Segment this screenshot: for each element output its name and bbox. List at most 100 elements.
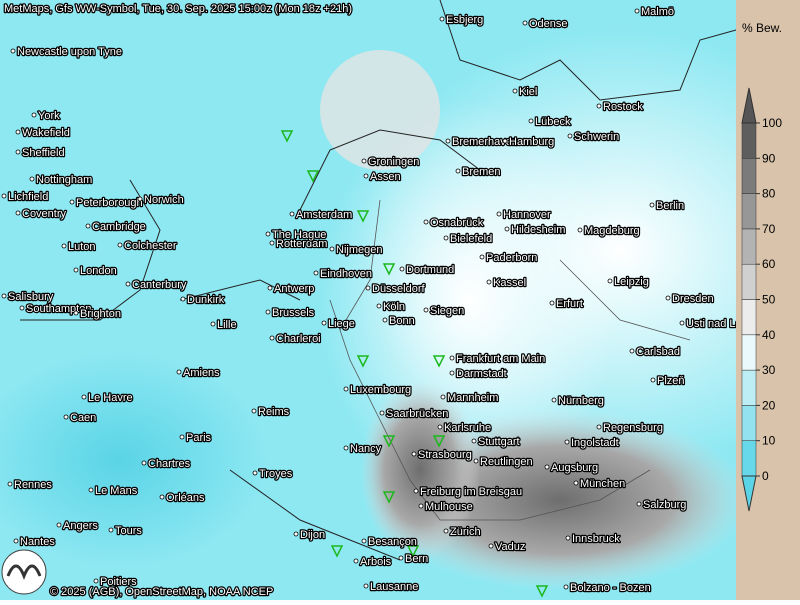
city-dot bbox=[1, 193, 7, 199]
city-dot bbox=[596, 424, 602, 430]
city-label: Mulhouse bbox=[425, 501, 473, 513]
city-dot bbox=[88, 487, 94, 493]
city-label: Vaduz bbox=[495, 541, 525, 553]
city-label: Lausanne bbox=[370, 581, 418, 593]
city-label: Frankfurt am Main bbox=[456, 353, 545, 365]
city-label: Nantes bbox=[20, 536, 55, 548]
city-dot bbox=[423, 219, 429, 225]
city-dot bbox=[176, 369, 182, 375]
city-label: Kiel bbox=[519, 86, 537, 98]
legend-tick-label: 70 bbox=[762, 222, 776, 236]
city-dot bbox=[411, 451, 417, 457]
city-label: Nürnberg bbox=[558, 395, 604, 407]
city-label: Rennes bbox=[14, 479, 52, 491]
city-label: Osnabrück bbox=[430, 217, 484, 229]
city-dot bbox=[125, 281, 131, 287]
city-dot bbox=[440, 394, 446, 400]
city-label: Chartres bbox=[148, 458, 191, 470]
city-dot bbox=[343, 445, 349, 451]
map-title: MetMaps, Gfs WW-Symbol, Tue, 30. Sep. 20… bbox=[4, 3, 352, 15]
city-label: Köln bbox=[383, 301, 405, 313]
city-dot bbox=[445, 138, 451, 144]
legend-tick-label: 10 bbox=[762, 434, 776, 448]
city-dot bbox=[269, 240, 275, 246]
copyright: © 2025 (AGB), OpenStreetMap, NOAA NCEP bbox=[50, 586, 273, 598]
city-label: Lübeck bbox=[535, 116, 571, 128]
colorbar-segment bbox=[741, 299, 757, 336]
colorbar-segment bbox=[741, 440, 757, 477]
city-dot bbox=[29, 176, 35, 182]
city-label: Le Mans bbox=[95, 485, 138, 497]
colorbar-segment bbox=[741, 228, 757, 265]
city-label: Augsburg bbox=[551, 462, 598, 474]
colorbar-segment bbox=[741, 193, 757, 230]
city-dot bbox=[528, 118, 534, 124]
city-label: Cambridge bbox=[92, 221, 146, 233]
legend-title: % Bew. bbox=[742, 21, 782, 35]
city-label: Lichfield bbox=[8, 191, 48, 203]
city-dot bbox=[496, 211, 502, 217]
city-dot bbox=[512, 88, 518, 94]
city-dot bbox=[13, 538, 19, 544]
city-dot bbox=[73, 267, 79, 273]
city-dot bbox=[365, 285, 371, 291]
city-label: Le Havre bbox=[88, 392, 133, 404]
city-dot bbox=[398, 555, 404, 561]
legend-tick-label: 100 bbox=[762, 116, 782, 130]
city-label: Bremen bbox=[462, 166, 501, 178]
city-label: Carlsbad bbox=[636, 346, 680, 358]
city-dot bbox=[117, 242, 123, 248]
city-dot bbox=[665, 295, 671, 301]
city-label: Innsbruck bbox=[572, 533, 620, 545]
city-label: Dresden bbox=[672, 293, 714, 305]
legend-tick-label: 60 bbox=[762, 257, 776, 271]
legend-tick-label: 20 bbox=[762, 398, 776, 412]
city-label: Hannover bbox=[503, 209, 551, 221]
city-dot bbox=[7, 481, 13, 487]
city-label: Angers bbox=[63, 520, 98, 532]
legend-tick-label: 80 bbox=[762, 187, 776, 201]
city-label: Canterbury bbox=[132, 279, 187, 291]
city-label: Eindhoven bbox=[320, 268, 372, 280]
city-label: Nijmegen bbox=[336, 244, 382, 256]
colorbar-segment bbox=[741, 405, 757, 441]
city-dot bbox=[479, 254, 485, 260]
city-label: Strasbourg bbox=[418, 449, 472, 461]
city-dot bbox=[179, 434, 185, 440]
colorbar-segment bbox=[741, 263, 757, 300]
city-label: Orléans bbox=[166, 492, 205, 504]
city-dot bbox=[361, 158, 367, 164]
city-dot bbox=[1, 293, 7, 299]
colorbar-segment bbox=[741, 369, 757, 406]
rain-symbols bbox=[280, 130, 549, 598]
city-dot bbox=[413, 488, 419, 494]
legend-tick-label: 0 bbox=[762, 469, 769, 483]
city-dot bbox=[56, 522, 62, 528]
colorbar-segment bbox=[741, 122, 757, 159]
city-dot bbox=[573, 480, 579, 486]
city-dot bbox=[449, 355, 455, 361]
city-label: Salisbury bbox=[8, 291, 54, 303]
city-dot bbox=[455, 168, 461, 174]
city-dot bbox=[488, 543, 494, 549]
city-label: Paris bbox=[186, 432, 212, 444]
city-dot bbox=[544, 464, 550, 470]
city-dot bbox=[361, 538, 367, 544]
city-label: Colchester bbox=[124, 240, 177, 252]
city-dot bbox=[252, 470, 258, 476]
colorbar-segment bbox=[741, 334, 757, 371]
city-dot bbox=[563, 584, 569, 590]
city-dot bbox=[267, 285, 273, 291]
city-dot bbox=[504, 226, 510, 232]
city-label: Berlin bbox=[656, 200, 684, 212]
city-label: Luton bbox=[68, 241, 96, 253]
city-dot bbox=[549, 300, 555, 306]
city-dot bbox=[649, 202, 655, 208]
city-dot bbox=[69, 199, 75, 205]
city-dot bbox=[10, 48, 16, 54]
colorbar-bottom bbox=[741, 475, 757, 512]
city-label: Malmö bbox=[641, 6, 674, 18]
city-label: Düsseldorf bbox=[372, 283, 426, 295]
city-dot bbox=[636, 501, 642, 507]
